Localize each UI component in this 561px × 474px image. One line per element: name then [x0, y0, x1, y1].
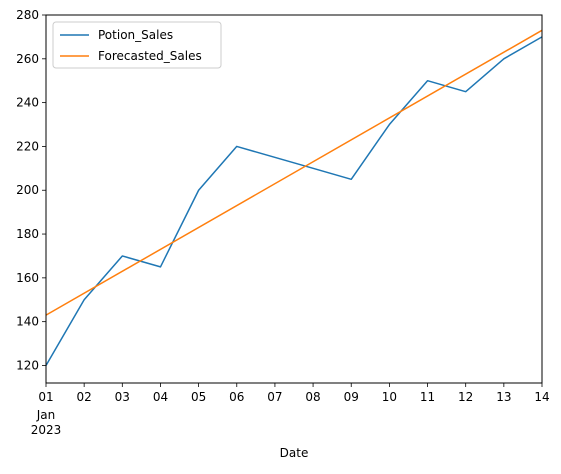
x-tick-label: 02	[77, 390, 92, 404]
x-tick-label: 13	[496, 390, 511, 404]
y-tick-label: 220	[16, 139, 39, 153]
x-tick-label: 06	[229, 390, 244, 404]
y-tick-label: 160	[16, 271, 39, 285]
y-tick-label: 180	[16, 227, 39, 241]
x-tick-label: 07	[267, 390, 282, 404]
legend-label: Forecasted_Sales	[98, 49, 202, 63]
y-tick-label: 240	[16, 96, 39, 110]
x-year-label: 2023	[31, 423, 62, 437]
x-tick-label: 11	[420, 390, 435, 404]
legend: Potion_Sales Forecasted_Sales	[52, 21, 222, 69]
plot-frame	[45, 14, 543, 384]
x-tick-label: 05	[191, 390, 206, 404]
series-line-potion-sales	[45, 36, 543, 366]
x-tick-label: 08	[305, 390, 320, 404]
x-tick-label: 12	[458, 390, 473, 404]
x-axis-label: Date	[280, 446, 309, 460]
x-tick-label: 14	[534, 390, 549, 404]
x-tick-label: 10	[382, 390, 397, 404]
y-tick-label: 120	[16, 358, 39, 372]
y-tick-label: 280	[16, 8, 39, 22]
y-tick-label: 260	[16, 52, 39, 66]
series-layer	[45, 29, 543, 366]
legend-box	[52, 21, 222, 69]
x-tick-label: 01	[38, 390, 53, 404]
series-line-forecasted-sales	[45, 29, 543, 316]
legend-label: Potion_Sales	[98, 28, 173, 42]
y-tick-label: 140	[16, 315, 39, 329]
y-tick-label: 200	[16, 183, 39, 197]
y-axis: 120 140 160 180 200 220 240 260 280	[16, 8, 46, 372]
x-tick-label: 09	[344, 390, 359, 404]
x-tick-label: 03	[115, 390, 130, 404]
x-tick-label: 04	[153, 390, 168, 404]
x-month-label: Jan	[36, 408, 56, 422]
